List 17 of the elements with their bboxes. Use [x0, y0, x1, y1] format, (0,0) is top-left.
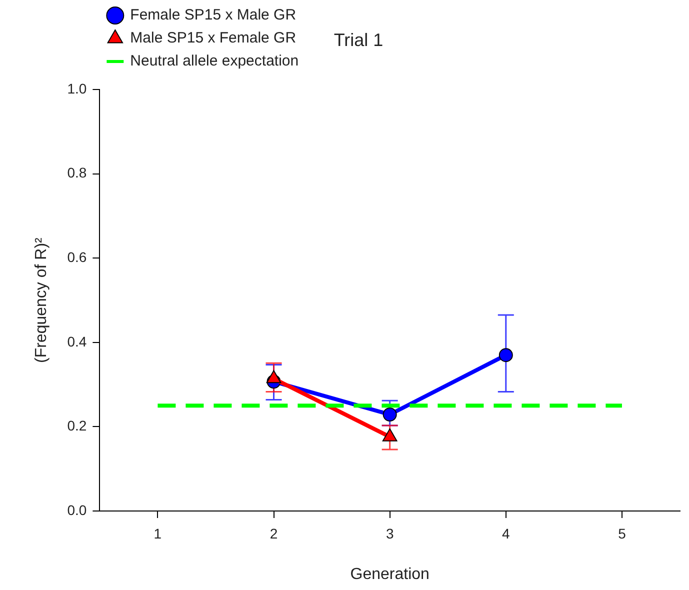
x-tick-label: 4 — [502, 525, 510, 542]
legend-label: Female SP15 x Male GR — [130, 6, 296, 24]
x-tick-label: 2 — [270, 525, 278, 542]
x-tick-label: 1 — [154, 525, 162, 542]
x-tick-label: 5 — [618, 525, 626, 542]
chart-title: Trial 1 — [334, 30, 384, 50]
y-tick-label: 1.0 — [67, 80, 87, 96]
y-tick-label: 0.4 — [67, 333, 87, 350]
legend-label: Male SP15 x Female GR — [130, 30, 296, 47]
y-tick-label: 0.0 — [67, 502, 87, 518]
y-tick-label: 0.6 — [67, 249, 87, 266]
y-axis-title: (Frequency of R)² — [33, 236, 50, 363]
x-tick-label: 3 — [386, 525, 394, 542]
y-tick-label: 0.2 — [67, 418, 87, 434]
y-tick-label: 0.8 — [67, 164, 87, 181]
x-axis-title: Generation — [350, 566, 430, 583]
legend-label: Neutral allele expectation — [130, 52, 299, 70]
